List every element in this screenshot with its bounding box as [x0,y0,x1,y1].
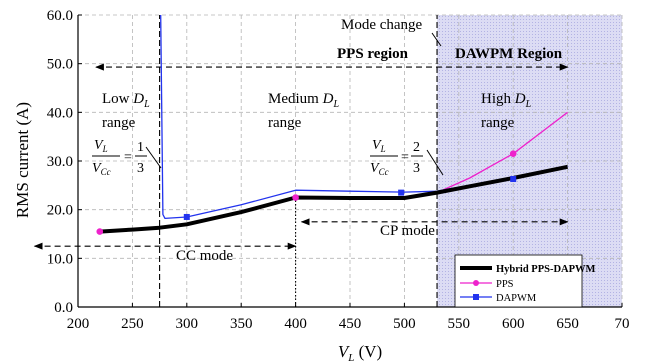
cc-mode-label: CC mode [176,248,233,264]
y-tick-label: 20.0 [47,203,73,219]
high-range-label-2: range [481,115,515,131]
low-range-label-2: range [102,115,136,131]
y-tick-label: 40.0 [47,105,73,121]
svg-text:=: = [124,150,132,165]
svg-text:2: 2 [413,140,420,155]
legend-label-dapwm: DAPWM [496,293,537,304]
x-tick-label: 70 [615,316,630,332]
x-tick-label: 650 [556,316,579,332]
svg-text:VL: VL [372,138,386,154]
low-range-label: Low DL [102,91,150,110]
y-axis-title: RMS current (A) [13,102,32,218]
series-line-hybrid-pps-dapwm [99,164,569,234]
x-tick-label: 200 [67,316,90,332]
x-tick-label: 250 [121,316,144,332]
y-tick-label: 0.0 [54,300,73,316]
svg-text:VCc: VCc [92,161,111,177]
medium-range-label: Medium DL [268,91,339,110]
y-tick-label: 10.0 [47,251,73,267]
y-tick-label: 60.0 [47,8,73,24]
ratio-one-third: VL VCc = 1 3 [92,138,162,177]
svg-text:VL: VL [94,138,108,154]
legend-entry-hybrid: Hybrid PPS-DAPWM [460,264,596,275]
x-tick-label: 300 [176,316,199,332]
svg-text:=: = [401,150,409,165]
data-point-dapwm [398,189,405,196]
data-point-pps [292,194,299,201]
svg-text:1: 1 [137,140,144,155]
data-point-dapwm [183,213,190,220]
svg-text:VCc: VCc [370,161,389,177]
x-tick-label: 350 [230,316,253,332]
legend-entry-dapwm: DAPWM [460,293,537,304]
x-tick-label: 450 [339,316,362,332]
legend-label-pps: PPS [496,279,514,290]
data-point-dapwm [510,176,517,183]
svg-text:3: 3 [413,161,420,176]
x-axis-title: VL (V) [338,342,382,363]
data-point-pps [509,150,517,157]
medium-range-label-2: range [268,115,302,131]
cp-mode-label: CP mode [380,223,435,239]
mode-change-label: Mode change [341,17,423,33]
y-tick-label: 50.0 [47,57,73,73]
ratio-two-thirds: VL VCc = 2 3 [370,138,444,177]
mode-change-pointer [431,32,442,47]
x-tick-label: 400 [284,316,307,332]
legend: Hybrid PPS-DAPWM PPS DAPWM [454,254,596,308]
x-tick-label: 600 [502,316,525,332]
legend-label-hybrid: Hybrid PPS-DAPWM [496,264,596,275]
x-tick-label: 550 [448,316,471,332]
high-range-label: High DL [481,91,532,110]
pps-region-label: PPS region [337,46,409,62]
x-tick-label: 500 [393,316,416,332]
dawpm-region-label: DAWPM Region [455,46,563,62]
data-point-pps [96,228,104,235]
legend-entry-pps: PPS [460,279,514,290]
svg-text:3: 3 [137,161,144,176]
y-tick-label: 30.0 [47,154,73,170]
